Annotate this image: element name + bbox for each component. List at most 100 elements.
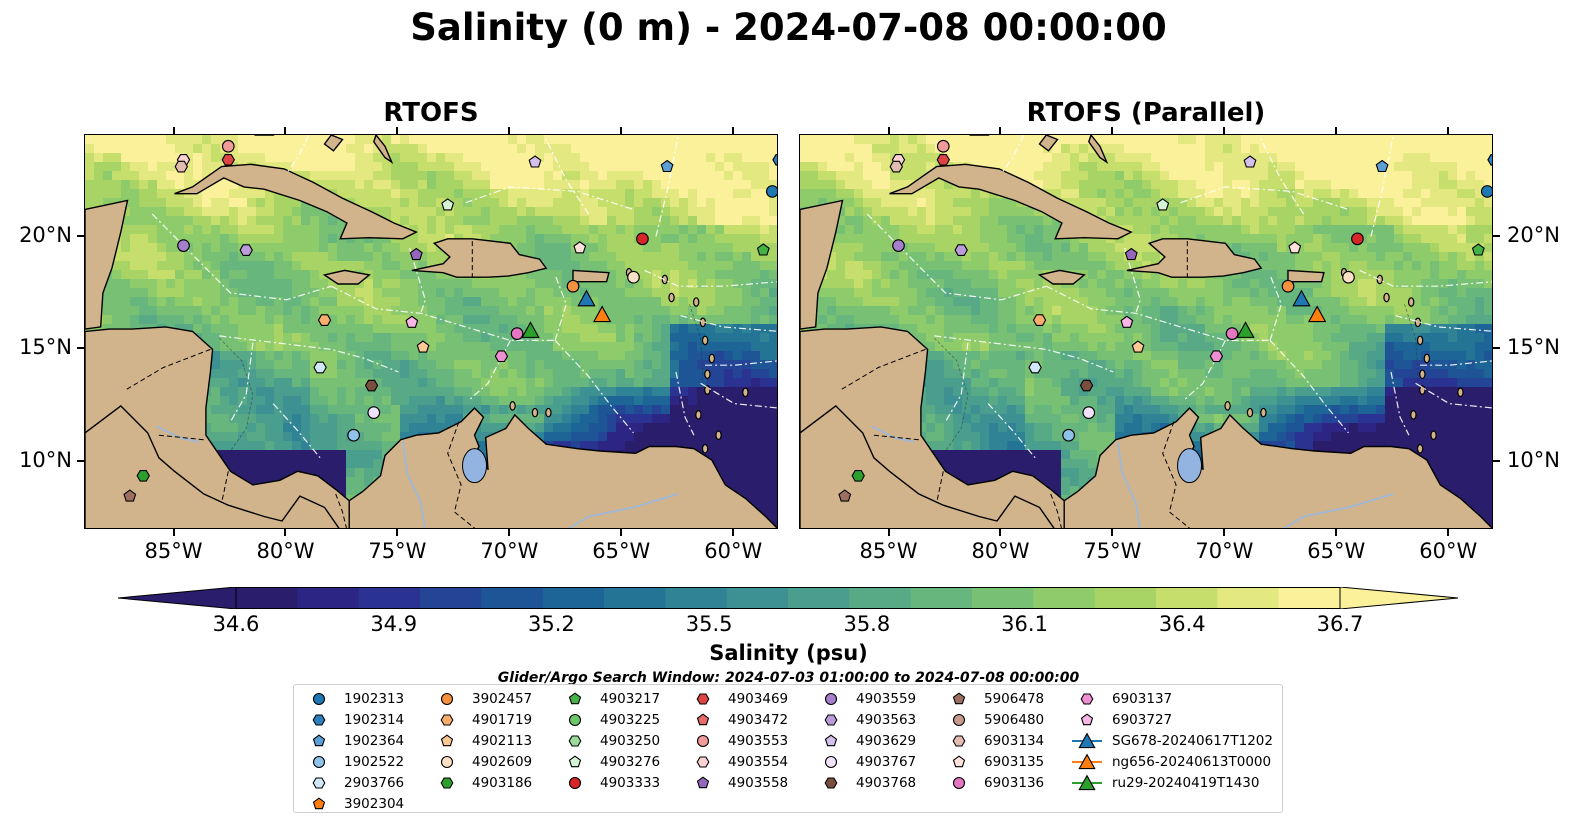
legend-label: 4903768 xyxy=(856,774,917,791)
colorbar-tick-label: 36.7 xyxy=(1316,612,1364,636)
legend-float-marker xyxy=(568,755,582,767)
legend-item: 4901719 xyxy=(432,709,532,730)
hexagon-marker-icon xyxy=(1080,692,1094,705)
colorbar-bin xyxy=(665,587,728,609)
legend-item: 4903186 xyxy=(432,772,532,793)
legend-label: 4903217 xyxy=(600,690,661,707)
map-panel-rtofs-parallel xyxy=(799,134,1493,529)
float-marker-1902522 xyxy=(1062,428,1075,442)
lon-tick-mark xyxy=(999,529,1002,536)
legend-float-marker xyxy=(440,776,454,789)
float-marker-1902314 xyxy=(772,154,777,166)
float-marker-2903766 xyxy=(313,361,327,374)
float-marker-4901719 xyxy=(1032,314,1047,326)
legend-float-marker xyxy=(312,734,326,746)
legend-label: 4903629 xyxy=(856,732,917,749)
legend-float-marker xyxy=(696,755,710,768)
legend-item: ng656-20240613T0000 xyxy=(1072,751,1273,772)
pentagon-marker-icon xyxy=(568,692,582,704)
float-marker-6903134 xyxy=(889,160,904,173)
lon-tick-mark xyxy=(732,127,735,134)
lon-tick-label: 80°W xyxy=(971,539,1030,563)
float-marker-4903186 xyxy=(136,470,150,482)
legend-item: SG678-20240617T1202 xyxy=(1072,730,1273,751)
legend-label: ru29-20240419T1430 xyxy=(1112,774,1260,791)
land-pacific xyxy=(85,404,340,528)
legend-item: 4903250 xyxy=(560,730,660,751)
legend-label: 4903186 xyxy=(472,774,533,791)
legend-label: 4903469 xyxy=(728,690,789,707)
colorbar-bin xyxy=(910,587,973,609)
hexagon-marker-icon xyxy=(952,734,966,747)
circle-marker-icon xyxy=(824,692,838,705)
legend-label: 4903472 xyxy=(728,711,789,728)
float-marker-4903563 xyxy=(954,244,968,256)
circle-marker-icon xyxy=(952,713,966,726)
lat-tick-label: 15°N xyxy=(1507,335,1560,360)
triangle-line-marker-icon xyxy=(1072,773,1102,790)
float-marker-4903563 xyxy=(239,244,253,256)
circle-marker-icon xyxy=(568,776,582,789)
legend-column: 4903469 4903472 4903553 4903554 4903558 xyxy=(688,688,788,793)
legend-float-marker xyxy=(440,713,454,726)
legend-float-marker xyxy=(1080,692,1094,705)
float-marker-6903137 xyxy=(494,350,509,363)
pentagon-marker-icon xyxy=(312,797,326,809)
pentagon-marker-icon xyxy=(696,776,710,788)
legend-item: 1902522 xyxy=(304,751,404,772)
legend-float-marker xyxy=(952,776,966,789)
colorbar xyxy=(118,587,1458,609)
legend-label: 4903767 xyxy=(856,753,917,770)
legend-item: 4903217 xyxy=(560,688,660,709)
legend-item: 6903134 xyxy=(944,730,1044,751)
legend-glider-marker xyxy=(1078,731,1096,748)
legend-label: 4903554 xyxy=(728,753,789,770)
legend-float-marker xyxy=(824,776,838,789)
float-marker-4903276 xyxy=(441,198,455,211)
colorbar-bin xyxy=(1033,587,1096,609)
float-marker-2903766 xyxy=(1028,361,1042,374)
float-marker-6903727 xyxy=(405,315,419,328)
lon-tick-mark xyxy=(172,127,175,134)
eez-boundaries xyxy=(151,135,777,459)
legend-float-marker xyxy=(440,734,454,746)
circle-marker-icon xyxy=(952,776,966,789)
float-marker-4903469 xyxy=(221,154,236,166)
float-marker-1902522 xyxy=(347,428,360,442)
lon-tick-label: 75°W xyxy=(1083,539,1142,563)
legend-float-marker xyxy=(696,713,710,725)
land-jamaica xyxy=(1037,269,1086,285)
lat-tick-label: 20°N xyxy=(19,222,72,247)
legend-float-marker xyxy=(312,755,326,768)
land-yucatan xyxy=(800,199,844,330)
legend-item: 6903137 xyxy=(1072,688,1273,709)
lon-tick-mark xyxy=(1335,127,1338,134)
legend-column: 4903217 4903225 4903250 4903276 4903333 xyxy=(560,688,660,793)
legend-label: 4902113 xyxy=(472,732,533,749)
legend-item: 4903333 xyxy=(560,772,660,793)
legend-item: 4903559 xyxy=(816,688,916,709)
legend-item: 1902314 xyxy=(304,709,404,730)
circle-marker-icon xyxy=(440,755,454,768)
hexagon-marker-icon xyxy=(440,776,454,789)
legend-float-marker xyxy=(824,755,838,768)
hexagon-marker-icon xyxy=(824,776,838,789)
panel-title-right: RTOFS (Parallel) xyxy=(1026,98,1266,128)
colorbar-tick-label: 35.2 xyxy=(528,612,575,636)
lon-tick-mark xyxy=(1111,529,1114,536)
legend-label: 6903135 xyxy=(984,753,1045,770)
float-marker-6903137 xyxy=(1209,350,1224,363)
float-marker-4903767 xyxy=(367,406,381,419)
legend-item: 5906478 xyxy=(944,688,1044,709)
colorbar-bin xyxy=(542,587,605,609)
land-puertorico xyxy=(1287,269,1325,283)
legend-label: 4903563 xyxy=(856,711,917,728)
float-marker-4901719 xyxy=(317,314,332,326)
hexagon-marker-icon xyxy=(696,755,710,768)
colorbar-bin xyxy=(1094,587,1157,609)
legend-item: 4903768 xyxy=(816,772,916,793)
lon-tick-mark xyxy=(999,127,1002,134)
legend-item: 4903276 xyxy=(560,751,660,772)
pentagon-marker-icon xyxy=(952,692,966,704)
legend-float-marker xyxy=(952,734,966,747)
